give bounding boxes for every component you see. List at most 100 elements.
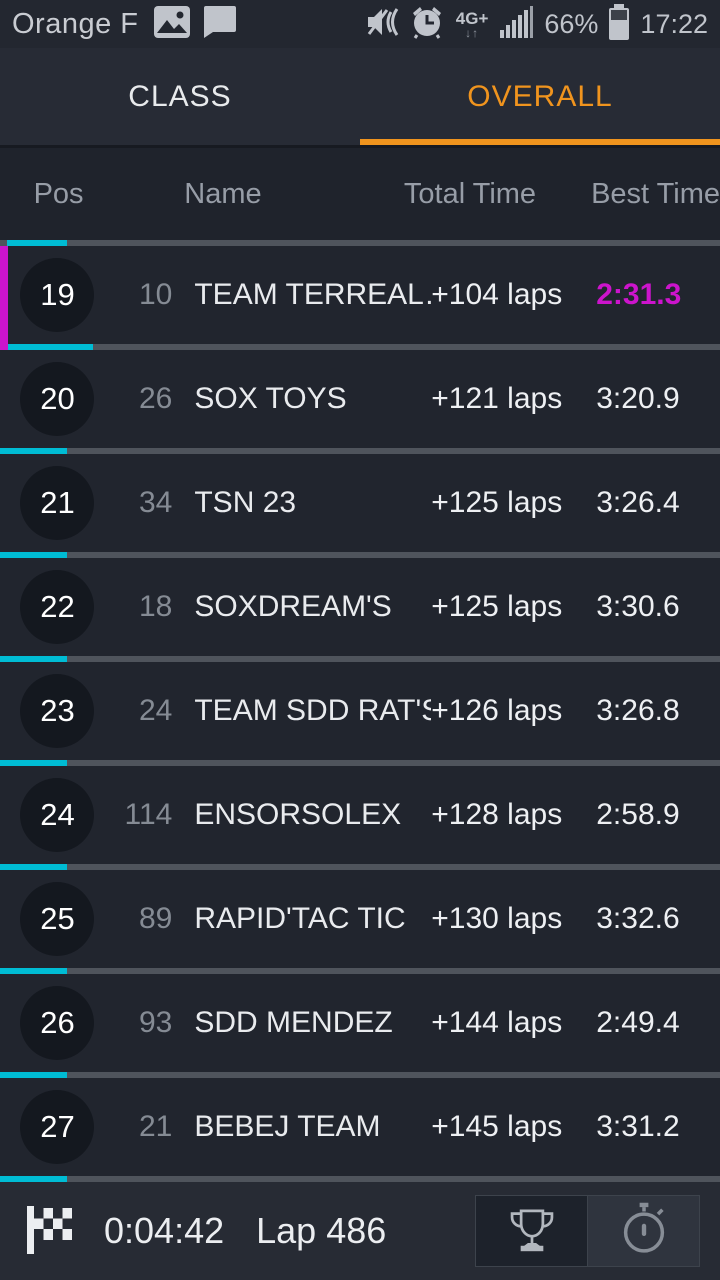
row-group-26: 26 93 SDD MENDEZ +144 laps 2:49.4 xyxy=(0,974,720,1078)
row-separator xyxy=(0,864,720,870)
row-separator xyxy=(0,1072,720,1078)
position-badge: 26 xyxy=(20,986,95,1060)
row-group-21: 21 34 TSN 23 +125 laps 3:26.4 xyxy=(0,454,720,558)
lap-progress-bar xyxy=(0,552,67,558)
total-time: +121 laps xyxy=(431,382,563,415)
tab-overall[interactable]: OVERALL xyxy=(360,48,720,145)
car-number: 34 xyxy=(138,486,173,519)
lap-progress-bar xyxy=(0,968,67,974)
table-row[interactable]: 21 34 TSN 23 +125 laps 3:26.4 xyxy=(0,454,720,552)
position-badge: 19 xyxy=(20,258,95,332)
row-group-23: 23 24 TEAM SDD RAT'S +126 laps 3:26.8 xyxy=(0,662,720,766)
tab-class[interactable]: CLASS xyxy=(0,48,360,145)
stopwatch-icon xyxy=(616,1201,672,1262)
best-time: 2:58.9 xyxy=(596,798,680,831)
team-name: TSN 23 xyxy=(194,486,297,519)
total-time: +104 laps xyxy=(431,278,563,311)
alarm-icon xyxy=(410,5,444,44)
mute-vibrate-icon xyxy=(366,6,400,43)
row-separator xyxy=(0,760,720,766)
position-badge: 25 xyxy=(20,882,95,956)
header-pos: Pos xyxy=(33,177,84,210)
tab-class-label: CLASS xyxy=(128,79,232,113)
race-elapsed-time: 0:04:42 xyxy=(104,1210,225,1251)
table-row[interactable]: 27 21 BEBEJ TEAM +145 laps 3:31.2 xyxy=(0,1078,720,1176)
network-4g-icon: 4G+ ↓↑ xyxy=(455,8,489,40)
position-badge: 21 xyxy=(20,466,95,540)
best-time: 3:32.6 xyxy=(596,902,680,935)
row-group-24: 24 114 ENSORSOLEX +128 laps 2:58.9 xyxy=(0,766,720,870)
standings-list: 19 10 TEAM TERREAL… +104 laps 2:31.3 20 … xyxy=(0,240,720,1182)
car-number: 26 xyxy=(138,382,173,415)
team-name: TEAM SDD RAT'S xyxy=(194,694,432,727)
row-group-25: 25 89 RAPID'TAC TIC +130 laps 3:32.6 xyxy=(0,870,720,974)
header-name: Name xyxy=(184,177,262,210)
table-row[interactable]: 20 26 SOX TOYS +121 laps 3:20.9 xyxy=(0,350,720,448)
total-time: +125 laps xyxy=(431,486,563,519)
car-number: 21 xyxy=(138,1110,173,1143)
row-group-20: 20 26 SOX TOYS +121 laps 3:20.9 xyxy=(0,350,720,454)
trophy-icon xyxy=(503,1200,561,1263)
table-row[interactable]: 22 18 SOXDREAM'S +125 laps 3:30.6 xyxy=(0,558,720,656)
lap-progress-bar xyxy=(7,240,67,246)
footer-toggle-group xyxy=(475,1195,700,1267)
total-time: +125 laps xyxy=(431,590,563,623)
row-separator xyxy=(0,656,720,662)
lap-counter: Lap 486 xyxy=(256,1210,387,1251)
tab-overall-label: OVERALL xyxy=(467,79,613,113)
total-time: +130 laps xyxy=(431,902,563,935)
total-time: +145 laps xyxy=(431,1110,563,1143)
total-time: +126 laps xyxy=(431,694,563,727)
team-name: SDD MENDEZ xyxy=(194,1006,393,1039)
row-separator xyxy=(0,344,720,350)
car-number: 93 xyxy=(138,1006,173,1039)
lap-progress-bar xyxy=(0,448,67,454)
position-badge: 20 xyxy=(20,362,95,436)
team-name: ENSORSOLEX xyxy=(194,798,402,831)
signal-strength-icon xyxy=(500,5,534,43)
row-group-22: 22 18 SOXDREAM'S +125 laps 3:30.6 xyxy=(0,558,720,662)
row-separator xyxy=(0,1176,720,1182)
position-badge: 22 xyxy=(20,570,95,644)
header-best-time: Best Time xyxy=(591,177,720,210)
row-group-19: 19 10 TEAM TERREAL… +104 laps 2:31.3 xyxy=(0,246,720,350)
row-separator xyxy=(0,240,720,246)
table-row[interactable]: 19 10 TEAM TERREAL… +104 laps 2:31.3 xyxy=(0,246,720,344)
team-name: SOX TOYS xyxy=(194,382,347,415)
battery-icon xyxy=(608,3,630,45)
message-notification-icon xyxy=(201,5,237,44)
lap-progress-bar xyxy=(0,760,67,766)
car-number: 24 xyxy=(138,694,173,727)
header-total-time: Total Time xyxy=(403,177,537,210)
status-bar: Orange F xyxy=(0,0,720,48)
checkered-flag-icon xyxy=(24,1202,74,1261)
table-row[interactable]: 24 114 ENSORSOLEX +128 laps 2:58.9 xyxy=(0,766,720,864)
footer-bar: 0:04:42 Lap 486 xyxy=(0,1182,720,1280)
best-time: 3:31.2 xyxy=(596,1110,680,1143)
stopwatch-button[interactable] xyxy=(587,1196,699,1266)
lap-progress-bar xyxy=(8,344,93,350)
trophy-button[interactable] xyxy=(476,1196,587,1266)
team-name: SOXDREAM'S xyxy=(194,590,392,623)
table-row[interactable]: 26 93 SDD MENDEZ +144 laps 2:49.4 xyxy=(0,974,720,1072)
carrier-label: Orange F xyxy=(12,7,139,40)
lap-progress-bar xyxy=(0,864,67,870)
best-time: 3:20.9 xyxy=(596,382,680,415)
clock-label: 17:22 xyxy=(640,8,708,39)
lap-progress-bar xyxy=(0,1176,67,1182)
best-time: 2:31.3 xyxy=(596,278,682,311)
best-time: 3:26.8 xyxy=(596,694,680,727)
car-number: 10 xyxy=(138,278,173,311)
car-number: 89 xyxy=(138,902,173,935)
tab-bar: CLASS OVERALL xyxy=(0,48,720,145)
car-number: 18 xyxy=(138,590,173,623)
total-time: +144 laps xyxy=(431,1006,563,1039)
row-separator xyxy=(0,448,720,454)
table-header: Pos Name Total Time Best Time xyxy=(0,145,720,240)
lap-progress-bar xyxy=(0,656,67,662)
row-separator xyxy=(0,968,720,974)
table-row[interactable]: 25 89 RAPID'TAC TIC +130 laps 3:32.6 xyxy=(0,870,720,968)
position-badge: 24 xyxy=(20,778,95,852)
table-row[interactable]: 23 24 TEAM SDD RAT'S +126 laps 3:26.8 xyxy=(0,662,720,760)
team-name: BEBEJ TEAM xyxy=(194,1110,381,1143)
